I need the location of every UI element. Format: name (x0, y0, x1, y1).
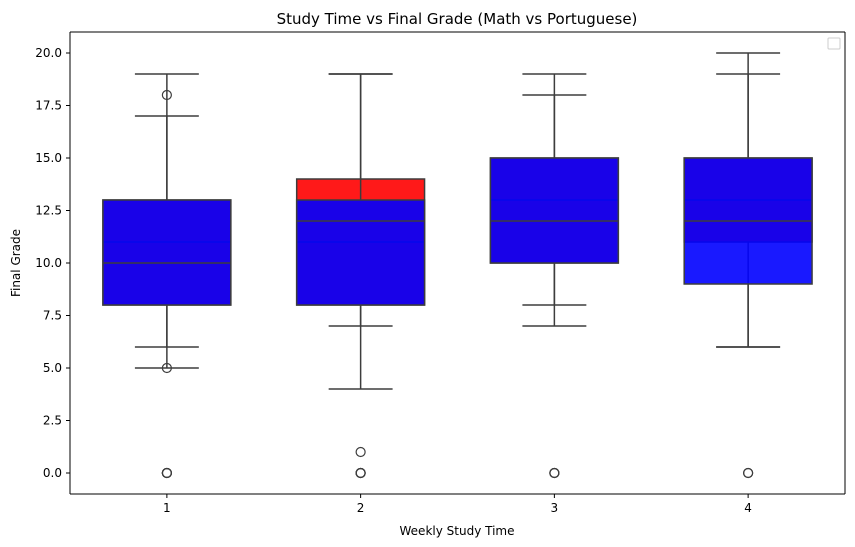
box-s2-cat-2 (295, 199, 426, 306)
y-tick-label-4: 10.0 (35, 256, 62, 270)
outlier-s2-cat-2-1 (355, 467, 366, 479)
x-tick-label-3: 4 (744, 501, 752, 515)
plot-area: 0.0 2.5 5.0 7.5 10.0 12.5 15.0 17.5 20.0 1 2 3 4 (35, 31, 846, 515)
x-tick-label-1: 2 (357, 501, 365, 515)
y-axis-label: Final Grade (9, 229, 23, 297)
y-tick-label-6: 15.0 (35, 151, 62, 165)
chart-title: Study Time vs Final Grade (Math vs Portu… (277, 10, 638, 28)
y-tick-label-0: 0.0 (43, 466, 62, 480)
x-axis-label: Weekly Study Time (400, 524, 515, 538)
outlier-s2-cat-4-0 (743, 467, 754, 479)
x-tick-label-2: 3 (551, 501, 559, 515)
outlier-s2-cat-1-2 (161, 467, 172, 479)
legend-box (827, 37, 841, 50)
box-s2-cat-1 (102, 199, 232, 306)
y-tick-label-2: 5.0 (43, 361, 62, 375)
y-tick-label-7: 17.5 (35, 99, 62, 113)
outlier-s2-cat-1-0 (161, 89, 172, 101)
y-tick-label-8: 20.0 (35, 46, 62, 60)
x-tick-label-0: 1 (163, 501, 171, 515)
y-tick-label-1: 2.5 (43, 414, 62, 428)
outlier-s2-cat-1-1 (161, 362, 172, 374)
outlier-s2-cat-3-0 (549, 467, 560, 479)
y-tick-label-5: 12.5 (35, 204, 62, 218)
y-tick-label-3: 7.5 (43, 309, 62, 323)
box-s2-cat-3 (489, 157, 620, 264)
outlier-s1-cat-2-0 (355, 446, 366, 458)
